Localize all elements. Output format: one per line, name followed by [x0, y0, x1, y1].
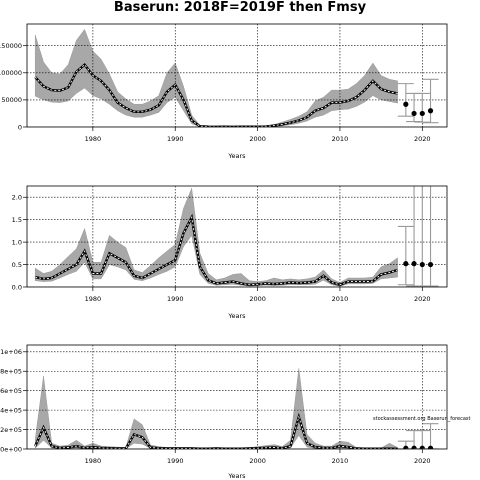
plot-frame [26, 185, 448, 288]
x-axis-label: Years [227, 472, 246, 480]
y-tick-label: 8e+05 [0, 368, 22, 376]
x-tick-label: 2020 [414, 457, 431, 465]
forecast-point [403, 101, 409, 107]
x-tick-label: 1990 [167, 457, 184, 465]
confidence-band [34, 28, 398, 127]
y-tick-label: 1e+06 [0, 348, 22, 356]
x-tick-label: 2010 [332, 295, 349, 303]
forecast-point [411, 110, 417, 117]
forecast-point [403, 261, 409, 267]
x-tick-label: 1990 [167, 295, 184, 303]
x-tick-label: 2020 [414, 295, 431, 303]
x-tick-label: 2010 [332, 457, 349, 465]
y-tick-label: 50000 [1, 96, 22, 104]
plot-frame [26, 344, 448, 450]
y-tick-label: 2e+05 [0, 426, 22, 434]
x-tick-label: 1980 [85, 135, 102, 143]
y-tick-label: 2.0 [12, 194, 22, 202]
x-tick-label: 2020 [414, 135, 431, 143]
y-tick-label: 100000 [0, 69, 22, 77]
x-tick-label: 2000 [249, 295, 266, 303]
x-tick-label: 1980 [85, 295, 102, 303]
forecast-point [427, 445, 434, 449]
confidence-band [34, 187, 398, 287]
x-axis-label: Years [227, 312, 246, 320]
x-tick-label: 1990 [167, 135, 184, 143]
forecast-point [419, 110, 425, 117]
plot-area [27, 345, 447, 449]
x-tick-label: 2000 [249, 135, 266, 143]
y-tick-label: 6e+05 [0, 387, 22, 395]
x-axis-label: Years [227, 152, 246, 160]
confidence-band [34, 368, 398, 449]
x-tick-label: 2000 [249, 457, 266, 465]
estimate-line-dash [35, 215, 398, 286]
forecast-point [411, 445, 417, 449]
y-tick-label: 150000 [0, 42, 22, 50]
plot-area [27, 186, 447, 287]
forecast-point [419, 261, 425, 268]
forecast-point [411, 261, 417, 267]
chart-panel-3: 1980 1990 2000 2010 2020 0e+00 2e+05 4e+05 6e+05… [0, 344, 448, 480]
forecast-point [403, 445, 409, 449]
y-tick-label: 1.5 [12, 216, 22, 224]
chart-title: Baserun: 2018F=2019F then Fmsy [113, 0, 367, 15]
forecast-point [427, 108, 434, 114]
estimate-line-dash [34, 415, 398, 449]
y-tick-label: 0.0 [12, 283, 22, 291]
forecast-point [419, 445, 425, 449]
plot-frame [26, 23, 448, 128]
chart-panel-1: 1980 1990 2000 2010 2020 0 50000 100000 150000 Ye… [0, 23, 448, 160]
plot-area [27, 24, 447, 127]
estimate-line-dash [34, 64, 398, 127]
watermark-note: stockassessment.org Baserun_forecast [373, 416, 471, 422]
y-tick-label: 1.0 [12, 238, 22, 246]
y-tick-label: 0.5 [12, 261, 22, 269]
x-tick-label: 2010 [332, 135, 349, 143]
chart-panel-2: 1980 1990 2000 2010 2020 0.0 0.5 1.0 1.5 2.0 Years [12, 185, 448, 320]
x-tick-label: 1980 [85, 457, 102, 465]
forecast-point [427, 261, 434, 268]
y-tick-label: 4e+05 [0, 406, 22, 414]
y-tick-label: 0e+00 [0, 445, 22, 453]
y-tick-label: 0 [18, 123, 22, 131]
